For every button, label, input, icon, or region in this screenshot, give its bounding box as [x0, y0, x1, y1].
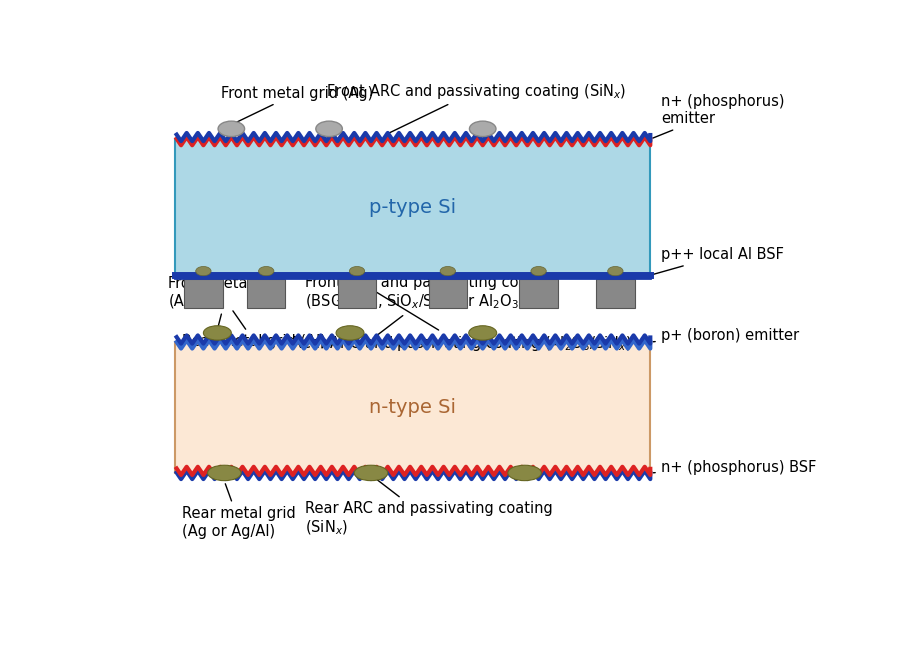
Text: Rear metal grid (Al): Rear metal grid (Al) [182, 311, 326, 350]
Ellipse shape [531, 267, 546, 275]
Ellipse shape [607, 267, 623, 275]
Text: Front metal grid
(Al): Front metal grid (Al) [168, 276, 286, 327]
Ellipse shape [259, 267, 274, 275]
Bar [176, 342, 651, 473]
Ellipse shape [469, 325, 496, 340]
Ellipse shape [316, 121, 342, 137]
Bar [338, 279, 377, 307]
Ellipse shape [440, 267, 456, 275]
Text: n+ (phosphorus) BSF: n+ (phosphorus) BSF [653, 460, 816, 476]
Text: p-type Si: p-type Si [369, 197, 457, 217]
Ellipse shape [207, 466, 241, 481]
Text: Rear ARC and passivating coating (Al$_2$O$_3$/SiN$_x$): Rear ARC and passivating coating (Al$_2$… [291, 281, 632, 354]
Ellipse shape [196, 267, 211, 275]
Bar [247, 279, 286, 307]
Text: n+ (phosphorus)
emitter: n+ (phosphorus) emitter [653, 94, 784, 138]
Ellipse shape [350, 267, 365, 275]
Text: Front ARC and passivating coating
(BSG/SiN$_x$, SiO$_x$/SiN$_x$ or Al$_2$O$_3$/S: Front ARC and passivating coating (BSG/S… [305, 275, 560, 338]
Text: p++ local Al BSF: p++ local Al BSF [653, 247, 784, 274]
Bar [184, 279, 223, 307]
Bar [176, 139, 651, 275]
Text: n-type Si: n-type Si [369, 398, 457, 417]
Text: Front metal grid (Ag): Front metal grid (Ag) [221, 85, 373, 123]
Ellipse shape [336, 325, 364, 340]
Text: Front ARC and passivating coating (SiN$_x$): Front ARC and passivating coating (SiN$_… [325, 81, 626, 134]
Ellipse shape [204, 325, 232, 340]
Ellipse shape [218, 121, 244, 137]
Ellipse shape [469, 121, 496, 137]
Bar [519, 279, 558, 307]
Text: Rear ARC and passivating coating
(SiN$_x$): Rear ARC and passivating coating (SiN$_x… [305, 477, 552, 538]
Ellipse shape [354, 466, 387, 481]
Text: Rear metal grid
(Ag or Ag/Al): Rear metal grid (Ag or Ag/Al) [182, 484, 296, 539]
Ellipse shape [508, 466, 542, 481]
Text: p+ (boron) emitter: p+ (boron) emitter [653, 328, 799, 344]
Bar [596, 279, 634, 307]
Bar [429, 279, 467, 307]
